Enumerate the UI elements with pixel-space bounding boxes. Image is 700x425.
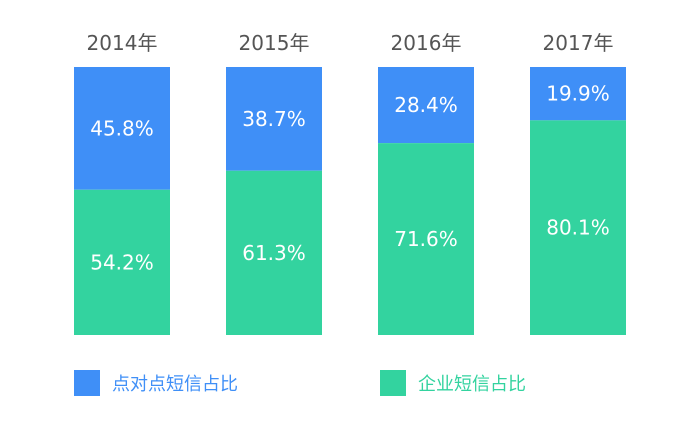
bar-p2p-1 [226, 67, 322, 171]
legend-swatch-enterprise [380, 370, 406, 396]
category-label-2: 2016年 [391, 31, 462, 55]
value-label-p2p-0: 45.8% [90, 116, 154, 140]
bars [74, 67, 626, 335]
legend-label-p2p: 点对点短信占比 [112, 374, 238, 395]
value-labels: 45.8% 54.2% 38.7% 61.3% 28.4% 71.6% 19.9% 80.1% [90, 82, 610, 275]
legend-item-p2p: 点对点短信占比 [74, 370, 238, 396]
legend-label-enterprise: 企业短信占比 [418, 374, 526, 395]
value-label-enterprise-0: 54.2% [90, 250, 154, 274]
value-label-p2p-3: 19.9% [546, 82, 610, 106]
bar-p2p-3 [530, 67, 626, 121]
value-label-p2p-2: 28.4% [394, 93, 458, 117]
bar-enterprise-2 [378, 143, 474, 335]
value-label-enterprise-3: 80.1% [546, 216, 610, 240]
legend-swatch-p2p [74, 370, 100, 396]
value-label-enterprise-2: 71.6% [394, 227, 458, 251]
bar-enterprise-3 [530, 120, 626, 335]
category-labels: 2014年 2015年 2016年 2017年 [87, 31, 614, 55]
category-label-1: 2015年 [239, 31, 310, 55]
category-label-3: 2017年 [543, 31, 614, 55]
value-label-p2p-1: 38.7% [242, 107, 306, 131]
bar-p2p-2 [378, 67, 474, 144]
bar-p2p-0 [74, 67, 170, 190]
category-label-0: 2014年 [87, 31, 158, 55]
value-label-enterprise-1: 61.3% [242, 241, 306, 265]
bar-enterprise-0 [74, 189, 170, 335]
legend-item-enterprise: 企业短信占比 [380, 370, 526, 396]
bar-enterprise-1 [226, 170, 322, 335]
